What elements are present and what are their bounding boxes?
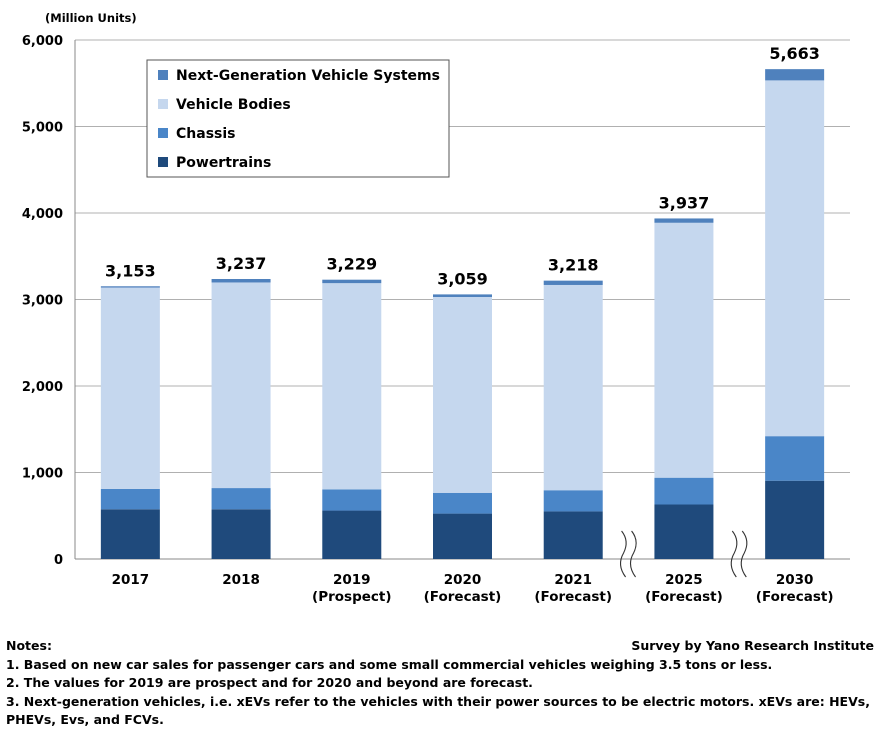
bar-segment-vehicle-bodies [654, 222, 714, 478]
bar-segment-chassis [765, 436, 825, 481]
total-label: 3,937 [659, 193, 710, 212]
x-tick-label: 2020 [444, 572, 482, 588]
legend-label: Chassis [176, 126, 236, 142]
bar-segment-vehicle-bodies [211, 282, 271, 489]
x-tick-label: 2017 [112, 572, 150, 588]
bar-segment-chassis [433, 492, 492, 514]
bar-segment-vehicle-bodies [100, 287, 160, 489]
bar-segment-powertrains [543, 511, 603, 559]
note-line-3: 3. Next-generation vehicles, i.e. xEVs r… [6, 693, 870, 728]
bar-segment-vehicle-bodies [433, 296, 492, 493]
x-tick-label: 2019 [333, 572, 371, 588]
bar-segment-vehicle-bodies [322, 283, 382, 490]
axis-break-mark [620, 530, 627, 578]
bar-segment-powertrains [322, 510, 382, 559]
bar-segment-chassis [543, 490, 603, 512]
stacked-bar-chart: 0 1,000 2,000 3,000 4,000 5,000 6,000 (Million … [22, 11, 850, 605]
note-line-2: 2. The values for 2019 are prospect and … [6, 675, 533, 690]
total-label: 3,059 [437, 269, 488, 288]
total-label: 3,237 [216, 254, 267, 273]
bar-segment-powertrains [100, 509, 160, 559]
source-credit: Survey by Yano Research Institute [631, 638, 874, 653]
notes-section: Notes: Survey by Yano Research Institute… [6, 637, 874, 730]
axis-break-mark [630, 530, 637, 578]
axis-break-mark [730, 530, 738, 578]
total-label: 3,229 [326, 255, 377, 274]
x-tick-label: (Forecast) [756, 589, 834, 605]
legend-label: Next-Generation Vehicle Systems [176, 68, 440, 84]
bar-segment-powertrains [765, 480, 825, 559]
x-tick-label: (Forecast) [424, 589, 502, 605]
axis-break-mark [740, 530, 748, 578]
bar-segment-next-generation-vehicle-systems [211, 278, 271, 283]
bar-segment-vehicle-bodies [765, 80, 825, 437]
bar-segment-powertrains [433, 513, 492, 559]
x-tick-label: 2025 [665, 572, 703, 588]
note-line-1: 1. Based on new car sales for passenger … [6, 656, 773, 672]
bar-segment-chassis [211, 488, 271, 510]
legend-label: Vehicle Bodies [176, 97, 291, 113]
x-tick-label: 2021 [554, 572, 592, 588]
bar-segment-next-generation-vehicle-systems [654, 218, 714, 223]
x-tick-label: 2030 [776, 572, 814, 588]
notes-heading: Notes: [6, 638, 52, 653]
bar-segment-chassis [654, 477, 714, 505]
bar-segment-powertrains [211, 509, 271, 559]
bar-segment-next-generation-vehicle-systems [543, 280, 603, 285]
y-tick-label: 3,000 [22, 294, 63, 309]
legend-swatch [158, 128, 168, 138]
bar-segment-next-generation-vehicle-systems [100, 286, 160, 288]
bar-segment-chassis [100, 488, 160, 510]
x-tick-label: (Prospect) [312, 589, 391, 605]
total-label: 5,663 [769, 44, 820, 63]
y-tick-label: 4,000 [22, 207, 63, 222]
legend-swatch [158, 157, 168, 167]
y-tick-label: 0 [54, 553, 63, 568]
bar-segment-next-generation-vehicle-systems [433, 294, 492, 297]
total-label: 3,153 [105, 261, 156, 280]
x-tick-label: (Forecast) [645, 589, 723, 605]
bar-segment-powertrains [654, 504, 714, 559]
legend-swatch [158, 99, 168, 109]
x-tick-label: 2018 [222, 572, 260, 588]
y-tick-label: 6,000 [22, 34, 63, 49]
bar-segment-chassis [322, 489, 382, 511]
total-label: 3,218 [548, 256, 599, 275]
unit-label: (Million Units) [45, 11, 137, 25]
x-tick-label: (Forecast) [534, 589, 612, 605]
bar-segment-next-generation-vehicle-systems [322, 279, 382, 284]
bar-segment-vehicle-bodies [543, 284, 603, 491]
legend-swatch [158, 70, 168, 80]
bar-segment-next-generation-vehicle-systems [765, 69, 825, 81]
y-tick-label: 2,000 [22, 380, 63, 395]
y-tick-label: 1,000 [22, 467, 63, 482]
legend-box [146, 59, 450, 178]
y-tick-label: 5,000 [22, 121, 63, 136]
legend-label: Powertrains [176, 155, 271, 171]
